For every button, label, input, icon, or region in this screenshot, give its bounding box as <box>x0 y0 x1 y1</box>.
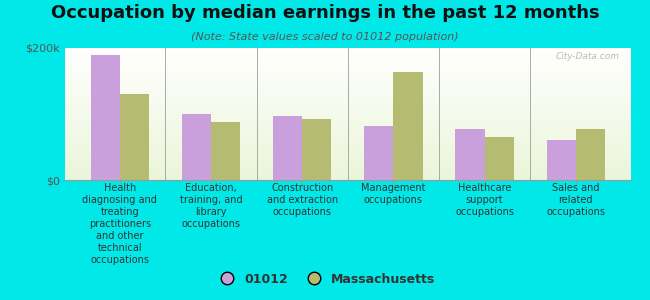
Bar <box>65 114 630 117</box>
Bar <box>65 61 630 64</box>
Bar <box>65 140 630 144</box>
Bar <box>65 137 630 140</box>
Bar <box>65 144 630 147</box>
Text: Management
occupations: Management occupations <box>361 183 426 205</box>
Text: Education,
training, and
library
occupations: Education, training, and library occupat… <box>179 183 242 229</box>
Bar <box>65 51 630 55</box>
Bar <box>65 91 630 94</box>
Text: Occupation by median earnings in the past 12 months: Occupation by median earnings in the pas… <box>51 4 599 22</box>
Bar <box>65 84 630 88</box>
Text: Construction
and extraction
occupations: Construction and extraction occupations <box>266 183 338 217</box>
Bar <box>393 72 422 180</box>
Bar <box>65 117 630 121</box>
Bar <box>65 160 630 164</box>
Bar <box>65 134 630 137</box>
Bar <box>65 68 630 71</box>
Bar <box>65 121 630 124</box>
Bar <box>90 55 120 180</box>
Bar <box>65 78 630 81</box>
Bar <box>273 116 302 180</box>
Text: Healthcare
support
occupations: Healthcare support occupations <box>455 183 514 217</box>
Bar <box>65 81 630 84</box>
Bar <box>65 150 630 154</box>
Bar <box>65 101 630 104</box>
Bar <box>65 147 630 150</box>
Bar <box>65 173 630 177</box>
Bar <box>65 170 630 173</box>
Bar <box>65 130 630 134</box>
Bar <box>65 74 630 78</box>
Bar <box>65 64 630 68</box>
Bar <box>65 98 630 101</box>
Bar <box>65 157 630 160</box>
Bar <box>65 48 630 51</box>
Bar <box>65 58 630 61</box>
Bar <box>302 118 332 180</box>
Bar <box>65 111 630 114</box>
Bar <box>65 88 630 91</box>
Legend: 01012, Massachusetts: 01012, Massachusetts <box>210 268 440 291</box>
Bar <box>456 128 484 180</box>
Text: Sales and
related
occupations: Sales and related occupations <box>546 183 605 217</box>
Bar <box>576 129 605 180</box>
Bar <box>364 126 393 180</box>
Bar <box>65 164 630 167</box>
Text: City-Data.com: City-Data.com <box>555 52 619 61</box>
Bar <box>65 71 630 74</box>
Text: Health
diagnosing and
treating
practitioners
and other
technical
occupations: Health diagnosing and treating practitio… <box>83 183 157 265</box>
Bar <box>65 167 630 170</box>
Bar <box>484 137 514 180</box>
Bar <box>211 122 240 180</box>
Bar <box>65 177 630 180</box>
Bar <box>65 55 630 58</box>
Bar <box>65 94 630 98</box>
Text: (Note: State values scaled to 01012 population): (Note: State values scaled to 01012 popu… <box>191 32 459 41</box>
Bar <box>65 104 630 107</box>
Bar <box>65 127 630 130</box>
Bar <box>182 114 211 180</box>
Bar <box>65 154 630 157</box>
Bar <box>65 107 630 111</box>
Bar <box>65 124 630 127</box>
Bar <box>547 140 576 180</box>
Bar <box>120 94 149 180</box>
